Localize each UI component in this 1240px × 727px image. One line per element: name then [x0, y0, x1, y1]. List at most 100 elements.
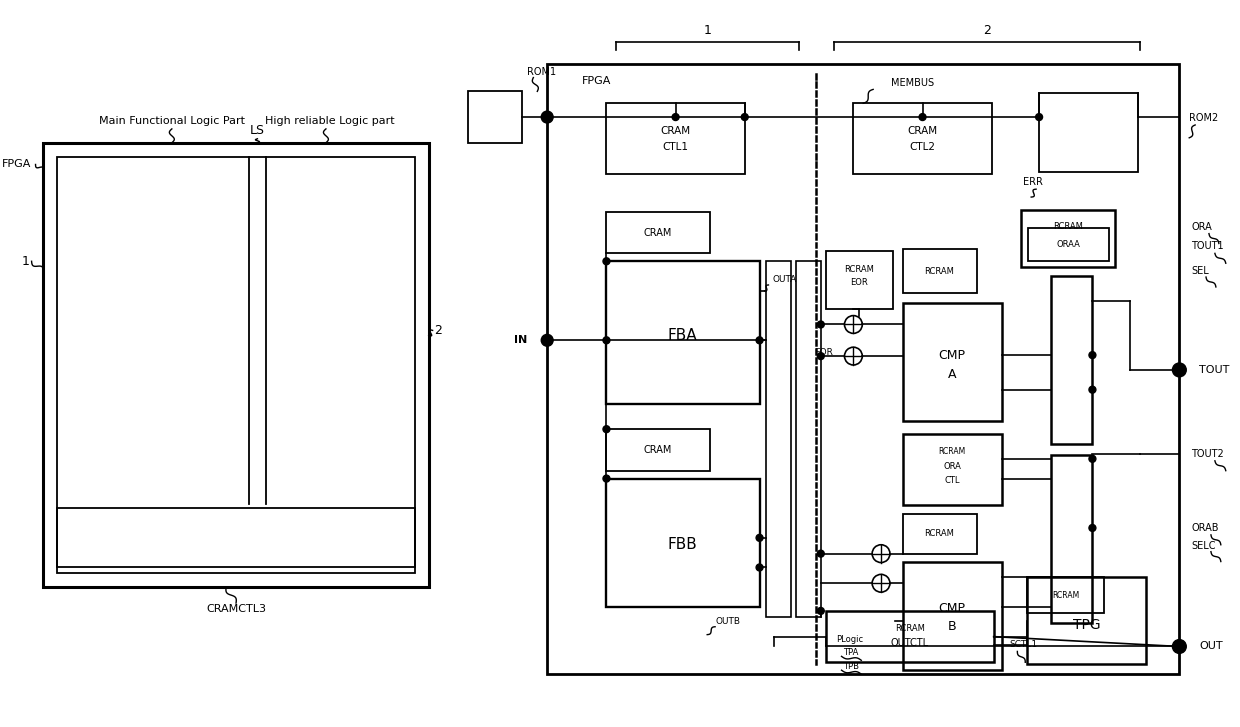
Text: SELC: SELC [1192, 541, 1215, 551]
Text: ROM1: ROM1 [527, 67, 557, 76]
Bar [1052, 455, 1092, 623]
Text: B: B [947, 620, 956, 633]
Text: LS: LS [250, 124, 265, 137]
Bar [606, 429, 711, 470]
Circle shape [1089, 386, 1096, 393]
Circle shape [817, 353, 825, 360]
Text: OUT: OUT [1199, 641, 1223, 651]
Text: RCRAM: RCRAM [1052, 590, 1079, 600]
Text: FPGA: FPGA [2, 159, 31, 169]
Text: FPGA: FPGA [582, 76, 611, 87]
Bar [903, 302, 1002, 421]
Bar [606, 478, 760, 607]
Circle shape [742, 113, 748, 121]
Text: 1: 1 [703, 24, 712, 36]
Bar [766, 261, 791, 616]
Bar [903, 514, 977, 554]
Circle shape [1173, 640, 1187, 654]
Text: CMP: CMP [939, 349, 966, 361]
Text: 2: 2 [983, 24, 991, 36]
Bar [469, 92, 522, 142]
Circle shape [603, 475, 610, 482]
Bar [796, 261, 821, 616]
Text: SEL: SEL [1192, 266, 1209, 276]
Bar [826, 611, 993, 662]
Text: TPA: TPA [843, 648, 859, 657]
Circle shape [817, 321, 825, 328]
Bar [903, 249, 977, 293]
Text: RCRAM: RCRAM [895, 624, 925, 633]
Text: CRAM: CRAM [644, 445, 672, 455]
Text: ORAB: ORAB [1192, 523, 1219, 533]
Bar [1028, 228, 1110, 261]
Text: OUTCTL: OUTCTL [890, 638, 929, 648]
Bar [1052, 276, 1092, 444]
Text: MEMBUS: MEMBUS [892, 79, 934, 89]
Text: TPG: TPG [1073, 618, 1100, 632]
Text: OUTA: OUTA [773, 275, 796, 284]
Bar [606, 261, 760, 404]
Bar [43, 142, 429, 587]
Text: TOUT2: TOUT2 [1192, 449, 1224, 459]
Text: RCRAM: RCRAM [924, 529, 955, 539]
Circle shape [542, 111, 553, 123]
Bar [853, 103, 992, 174]
Circle shape [756, 337, 763, 344]
Bar [1039, 93, 1138, 172]
Text: CRAMCTL3: CRAMCTL3 [206, 604, 267, 614]
Bar [547, 64, 1179, 674]
Circle shape [672, 113, 680, 121]
Bar [606, 212, 711, 254]
Circle shape [603, 426, 610, 433]
Circle shape [1173, 363, 1187, 377]
Circle shape [542, 334, 553, 346]
Text: CTL1: CTL1 [662, 142, 688, 152]
Text: FBA: FBA [667, 328, 697, 343]
Text: EOR: EOR [851, 278, 868, 287]
Text: Main Functional Logic Part: Main Functional Logic Part [99, 116, 244, 126]
Bar [903, 434, 1002, 505]
Text: ERR: ERR [1023, 177, 1043, 188]
Circle shape [756, 564, 763, 571]
Text: ORAA: ORAA [1056, 240, 1080, 249]
Circle shape [919, 113, 926, 121]
Text: CTL: CTL [945, 476, 960, 485]
Bar [606, 103, 745, 174]
Bar [57, 156, 415, 574]
Bar [1022, 210, 1115, 268]
Circle shape [603, 258, 610, 265]
Text: 1: 1 [22, 254, 30, 268]
Text: TOUT1: TOUT1 [1192, 241, 1224, 252]
Text: IN: IN [515, 335, 527, 345]
Bar [57, 508, 415, 568]
Circle shape [1089, 352, 1096, 358]
Circle shape [756, 534, 763, 542]
Text: RCRAM: RCRAM [924, 267, 955, 276]
Text: TPB: TPB [843, 662, 859, 671]
Text: CRAM: CRAM [644, 228, 672, 238]
Text: CTL2: CTL2 [909, 142, 935, 152]
Circle shape [1035, 113, 1043, 121]
Text: RCRAM: RCRAM [939, 447, 966, 457]
Circle shape [603, 337, 610, 344]
Text: A: A [947, 369, 956, 382]
Text: ROM2: ROM2 [1189, 113, 1219, 123]
Bar [1027, 577, 1146, 664]
Text: ORA: ORA [1192, 222, 1211, 232]
Text: RCRAM: RCRAM [844, 265, 874, 273]
Text: PLogic: PLogic [837, 635, 864, 644]
Circle shape [817, 550, 825, 557]
Text: CRAM: CRAM [661, 126, 691, 136]
Bar [1027, 577, 1105, 613]
Text: 2: 2 [434, 324, 443, 337]
Text: TOUT: TOUT [1199, 365, 1230, 375]
Text: FBB: FBB [667, 537, 697, 553]
Text: High reliable Logic part: High reliable Logic part [265, 116, 394, 126]
Text: EOR: EOR [813, 348, 833, 357]
Circle shape [1089, 455, 1096, 462]
Circle shape [817, 608, 825, 614]
Text: CMP: CMP [939, 603, 966, 616]
Text: ORA: ORA [944, 462, 961, 471]
Bar [826, 252, 893, 309]
Text: OUTB: OUTB [715, 617, 740, 626]
